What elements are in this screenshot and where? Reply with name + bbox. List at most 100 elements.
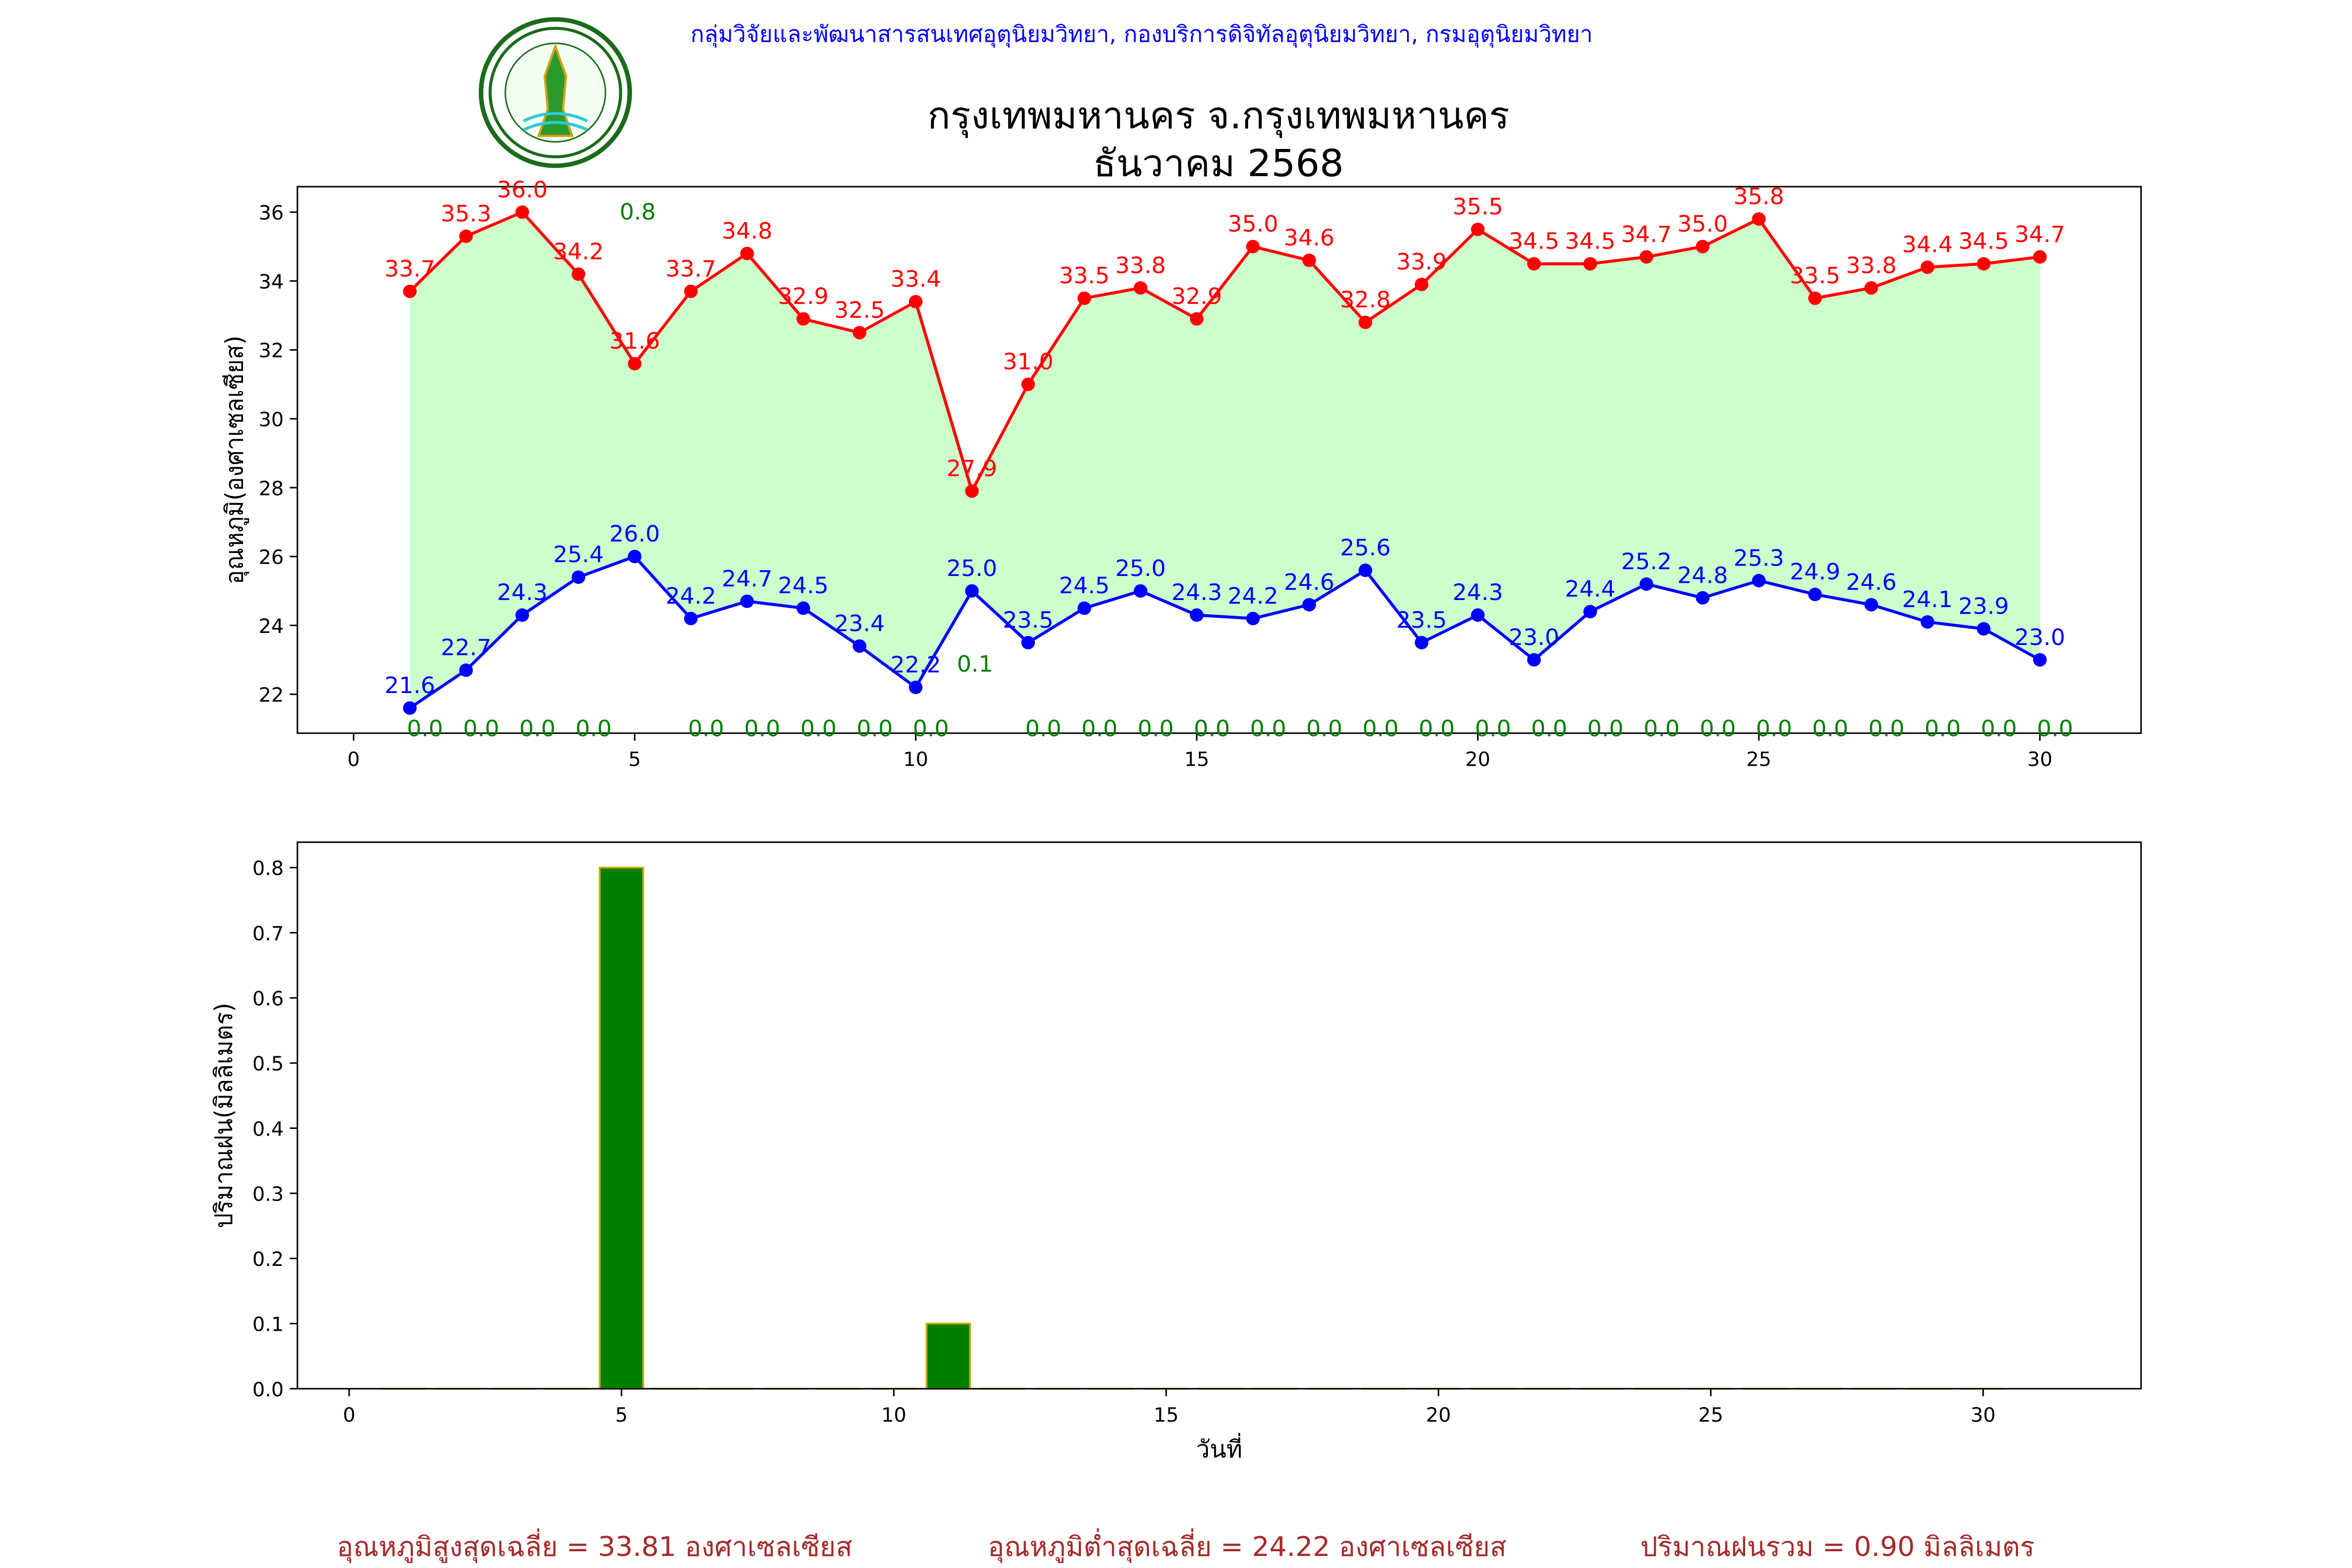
min-temp-label: 25.3: [1734, 546, 1784, 572]
min-temp-label: 22.7: [441, 635, 491, 661]
max-temp-point: [740, 247, 754, 260]
max-temp-label: 34.5: [1958, 228, 2009, 255]
max-temp-label: 33.5: [1059, 263, 1110, 289]
rain-bar: [598, 867, 644, 1390]
tmd-logo: [478, 17, 632, 168]
min-temp-label: 23.9: [1958, 594, 2009, 620]
x-tick-label: 10: [903, 748, 928, 771]
max-temp-point: [1752, 212, 1766, 226]
min-temp-label: 24.8: [1677, 563, 1728, 589]
min-temp-label: 24.2: [1228, 583, 1278, 609]
min-temp-label: 24.5: [1059, 573, 1110, 599]
x-tick-label: 20: [1465, 748, 1490, 771]
min-temp-label: 24.7: [722, 566, 773, 592]
y-tick-label: 0.3: [252, 1183, 284, 1206]
min-temp-label: 25.4: [553, 542, 604, 568]
max-temp-label: 33.7: [665, 256, 716, 282]
min-temp-label: 24.5: [778, 573, 828, 599]
rain-label: 0.0: [913, 716, 949, 742]
max-temp-label: 34.4: [1902, 232, 1953, 258]
max-temp-point: [1190, 312, 1204, 326]
rain-label: 0.0: [1643, 716, 1679, 742]
min-temp-point: [852, 639, 867, 653]
min-temp-label: 23.4: [834, 611, 885, 637]
min-temp-point: [965, 584, 979, 598]
rain-label: 0.0: [1812, 716, 1848, 742]
min-temp-point: [1471, 608, 1485, 622]
min-temp-point: [1134, 584, 1148, 598]
max-temp-label: 33.7: [385, 256, 435, 282]
max-temp-point: [459, 229, 473, 243]
y-tick-label: 26: [259, 546, 284, 569]
rain-bar: [925, 1322, 971, 1390]
min-temp-label: 23.5: [1396, 607, 1447, 633]
min-temp-label: 22.2: [891, 652, 941, 678]
max-temp-label: 33.9: [1396, 249, 1447, 275]
max-temp-label: 35.5: [1452, 194, 1503, 221]
max-temp-label: 34.8: [722, 218, 773, 245]
min-temp-point: [1752, 574, 1766, 587]
rain-label: 0.0: [1700, 716, 1736, 742]
y-tick-label: 0.5: [252, 1052, 284, 1075]
min-temp-label: 25.0: [947, 556, 997, 582]
min-temp-label: 23.5: [1003, 607, 1054, 633]
max-temp-label: 32.9: [1171, 284, 1222, 310]
rain-label: 0.0: [744, 716, 780, 742]
min-temp-point: [1808, 587, 1822, 602]
min-temp-label: 24.3: [1171, 580, 1222, 606]
max-temp-point: [965, 484, 979, 498]
min-temp-label: 24.6: [1284, 570, 1334, 596]
rain-label: 0.0: [1306, 716, 1342, 742]
min-temp-point: [403, 701, 417, 715]
max-temp-label: 31.0: [1003, 349, 1054, 375]
max-temp-label: 33.8: [1115, 253, 1166, 279]
x-tick-label: 10: [881, 1403, 906, 1426]
max-temp-label: 32.5: [834, 297, 885, 324]
x-tick-label: 0: [348, 748, 360, 771]
organization-header: กลุ่มวิจัยและพัฒนาสารสนเทศอุตุนิยมวิทยา,…: [690, 20, 1593, 48]
max-temp-point: [2033, 250, 2047, 264]
x-tick-label: 0: [343, 1403, 355, 1426]
min-temp-point: [908, 681, 923, 695]
y-tick-label: 32: [259, 339, 284, 362]
x-tick-label: 25: [1746, 748, 1771, 771]
max-temp-point: [1639, 250, 1654, 264]
rain-label: 0.0: [1138, 716, 1174, 742]
rain-label: 0.0: [1981, 716, 2017, 742]
max-temp-point: [852, 326, 867, 340]
rain-label: 0.0: [463, 716, 499, 742]
max-temp-point: [1527, 257, 1541, 271]
max-temp-label: 31.6: [609, 329, 660, 355]
max-temp-label: 34.6: [1284, 225, 1334, 251]
rain-label: 0.0: [1419, 716, 1455, 742]
rain-label: 0.0: [1194, 716, 1230, 742]
y-tick-label: 0.7: [252, 922, 284, 945]
min-temp-point: [1414, 636, 1428, 650]
max-temp-point: [1920, 260, 1934, 274]
x-tick-label: 25: [1698, 1403, 1723, 1426]
max-temp-point: [1246, 239, 1260, 253]
max-temp-point: [1977, 257, 1991, 271]
rain-label: 0.0: [520, 716, 556, 742]
y-tick-label: 28: [259, 477, 284, 500]
min-temp-point: [1639, 577, 1654, 591]
y-tick-label: 34: [259, 270, 284, 293]
max-temp-label: 35.0: [1228, 212, 1278, 238]
x-tick-label: 15: [1184, 748, 1209, 771]
max-temp-label: 35.0: [1677, 212, 1728, 238]
max-temp-label: 34.5: [1565, 228, 1616, 255]
axes-frame-0: [296, 186, 2142, 734]
x-axis-label: วันที่: [1196, 1433, 1242, 1463]
rain-label: 0.0: [1531, 716, 1567, 742]
x-tick-label: 20: [1426, 1403, 1451, 1426]
x-tick-label: 5: [628, 748, 641, 771]
rain-label: 0.0: [2037, 716, 2073, 742]
y-tick-label: 36: [259, 201, 284, 224]
max-temp-point: [628, 356, 642, 371]
x-tick-label: 15: [1154, 1403, 1179, 1426]
y-tick-label: 24: [259, 615, 284, 638]
rain-label: 0.0: [1924, 716, 1961, 742]
chart-title-month: ธันวาคม 2568: [1093, 142, 1344, 186]
